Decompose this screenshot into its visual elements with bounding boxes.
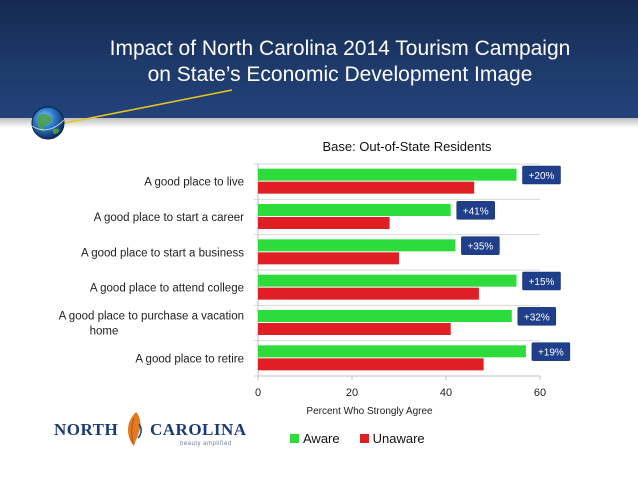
- category-label: A good place to start a career: [94, 212, 244, 224]
- bar-aware: [258, 239, 456, 252]
- logo-tagline: beauty amplified: [180, 441, 232, 447]
- legend-swatch-unaware: [359, 433, 369, 443]
- category-label: A good place to purchase a vacation home: [59, 311, 244, 338]
- bar-unaware: [258, 181, 475, 194]
- change-badge: [522, 165, 561, 185]
- category-label-line: A good place to start a career: [94, 212, 244, 224]
- cardinal-feather-icon: [128, 412, 142, 446]
- bar-chart: 0 20 40 60 A good place to live +20% A good pl…: [59, 163, 571, 399]
- page-title: Impact of North Carolina 2014 Tourism Ca…: [60, 36, 620, 88]
- category-label-line: A good place to retire: [135, 353, 244, 365]
- category-label-line: A good place to attend college: [90, 283, 244, 295]
- north-carolina-logo: NORTH CAROLINA beauty amplified: [48, 408, 246, 454]
- legend-label-unaware: Unaware: [372, 430, 425, 446]
- change-badge-label: +20%: [529, 171, 555, 182]
- change-badge-label: +19%: [538, 348, 564, 359]
- legend-swatch-aware: [290, 433, 299, 443]
- change-badge-label: +15%: [529, 277, 555, 288]
- x-tick-label: 0: [255, 387, 261, 399]
- change-badge: [517, 307, 557, 326]
- bar-aware: [258, 168, 517, 181]
- banner-shadow: [0, 118, 638, 128]
- bar-unaware: [258, 217, 390, 229]
- category-label-line: A good place to start a business: [81, 247, 244, 259]
- category-label-line: A good place to purchase a vacation: [59, 311, 244, 323]
- x-tick-label: 60: [534, 387, 546, 399]
- change-badge: [456, 201, 495, 220]
- x-axis-title: Percent Who Strongly Agree: [306, 406, 433, 417]
- change-badge-label: +41%: [463, 206, 489, 217]
- category-label-line: A good place to live: [144, 177, 244, 189]
- category-label: A good place to attend college: [90, 283, 244, 295]
- logo-word-north: NORTH: [54, 420, 119, 439]
- category-label: A good place to live: [144, 177, 244, 189]
- change-badge-label: +32%: [524, 312, 550, 323]
- title-banner: Impact of North Carolina 2014 Tourism Ca…: [0, 0, 638, 118]
- bar-aware: [258, 274, 517, 287]
- x-tick-label: 20: [346, 387, 358, 399]
- legend-item-unaware: Unaware: [359, 430, 425, 446]
- legend-item-aware: Aware: [290, 431, 340, 446]
- bar-unaware: [258, 287, 479, 300]
- bar-aware: [258, 310, 512, 322]
- bar-aware: [258, 204, 451, 216]
- legend-label-aware: Aware: [303, 430, 340, 446]
- x-tick-label: 40: [440, 387, 452, 399]
- category-label-line: home: [90, 326, 119, 338]
- change-badge: [522, 271, 561, 291]
- bar-unaware: [258, 358, 484, 371]
- change-badge: [531, 342, 571, 361]
- chart-legend: Aware Unaware: [290, 429, 445, 447]
- chart-subtitle: Base: Out-of-State Residents: [322, 139, 492, 154]
- title-line-2: on State’s Economic Development Image: [147, 63, 533, 86]
- globe-orbit-icon: [31, 89, 233, 140]
- bar-unaware: [258, 323, 451, 335]
- title-line-1: Impact of North Carolina 2014 Tourism Ca…: [109, 37, 571, 60]
- category-label: A good place to retire: [135, 353, 244, 365]
- change-badge: [461, 236, 500, 255]
- category-label: A good place to start a business: [81, 247, 244, 259]
- change-badge-label: +35%: [467, 242, 493, 253]
- bar-unaware: [258, 252, 399, 265]
- logo-word-carolina: CAROLINA: [150, 420, 247, 439]
- bar-aware: [258, 345, 526, 358]
